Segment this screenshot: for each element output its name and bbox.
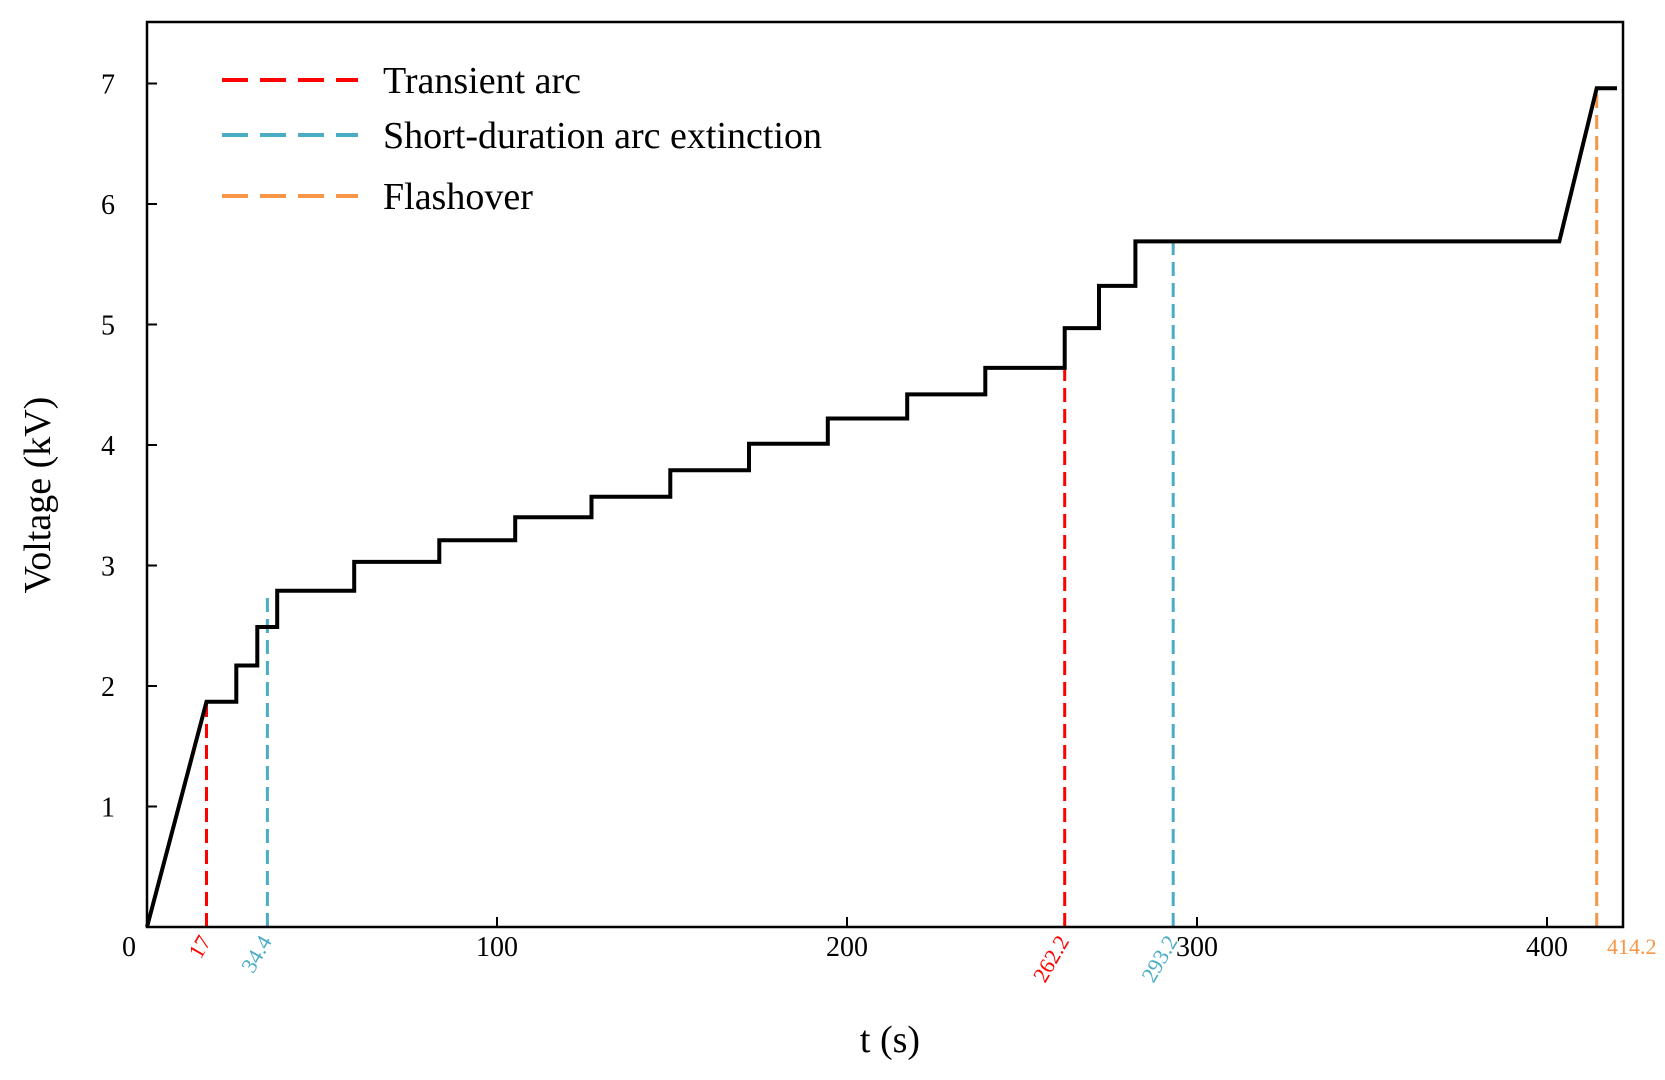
series-line-0 <box>145 86 1617 928</box>
y-tick-label: 5 <box>101 311 115 342</box>
x-tick-label: 200 <box>826 932 868 963</box>
x-tick-label: 0 <box>122 932 136 963</box>
y-tick-label: 1 <box>101 793 115 824</box>
y-tick-label: 7 <box>101 70 115 101</box>
event-label-4: 414.2 <box>1607 934 1657 959</box>
y-tick-label: 6 <box>101 190 115 221</box>
x-axis-title: t (s) <box>860 1019 920 1061</box>
y-tick-label: 3 <box>101 552 115 583</box>
x-tick-label: 100 <box>476 932 518 963</box>
legend-label-0: Transient arc <box>383 60 581 102</box>
legend-label-1: Short-duration arc extinction <box>383 115 822 157</box>
series-layer <box>145 86 1617 928</box>
event-markers <box>205 88 1599 927</box>
plot-frame <box>145 20 1625 929</box>
x-axis: 0 100 200 300 400 <box>122 917 1568 963</box>
y-tick-label: 2 <box>101 672 115 703</box>
y-axis-title: Voltage (kV) <box>17 397 59 594</box>
x-tick-label: 300 <box>1176 932 1218 963</box>
legend-label-2: Flashover <box>383 176 533 218</box>
x-tick-label: 400 <box>1526 932 1568 963</box>
legend: Transient arc Short-duration arc extincti… <box>222 60 822 218</box>
y-axis: 1 2 3 4 5 6 7 <box>101 70 157 824</box>
y-tick-label: 4 <box>101 431 115 462</box>
